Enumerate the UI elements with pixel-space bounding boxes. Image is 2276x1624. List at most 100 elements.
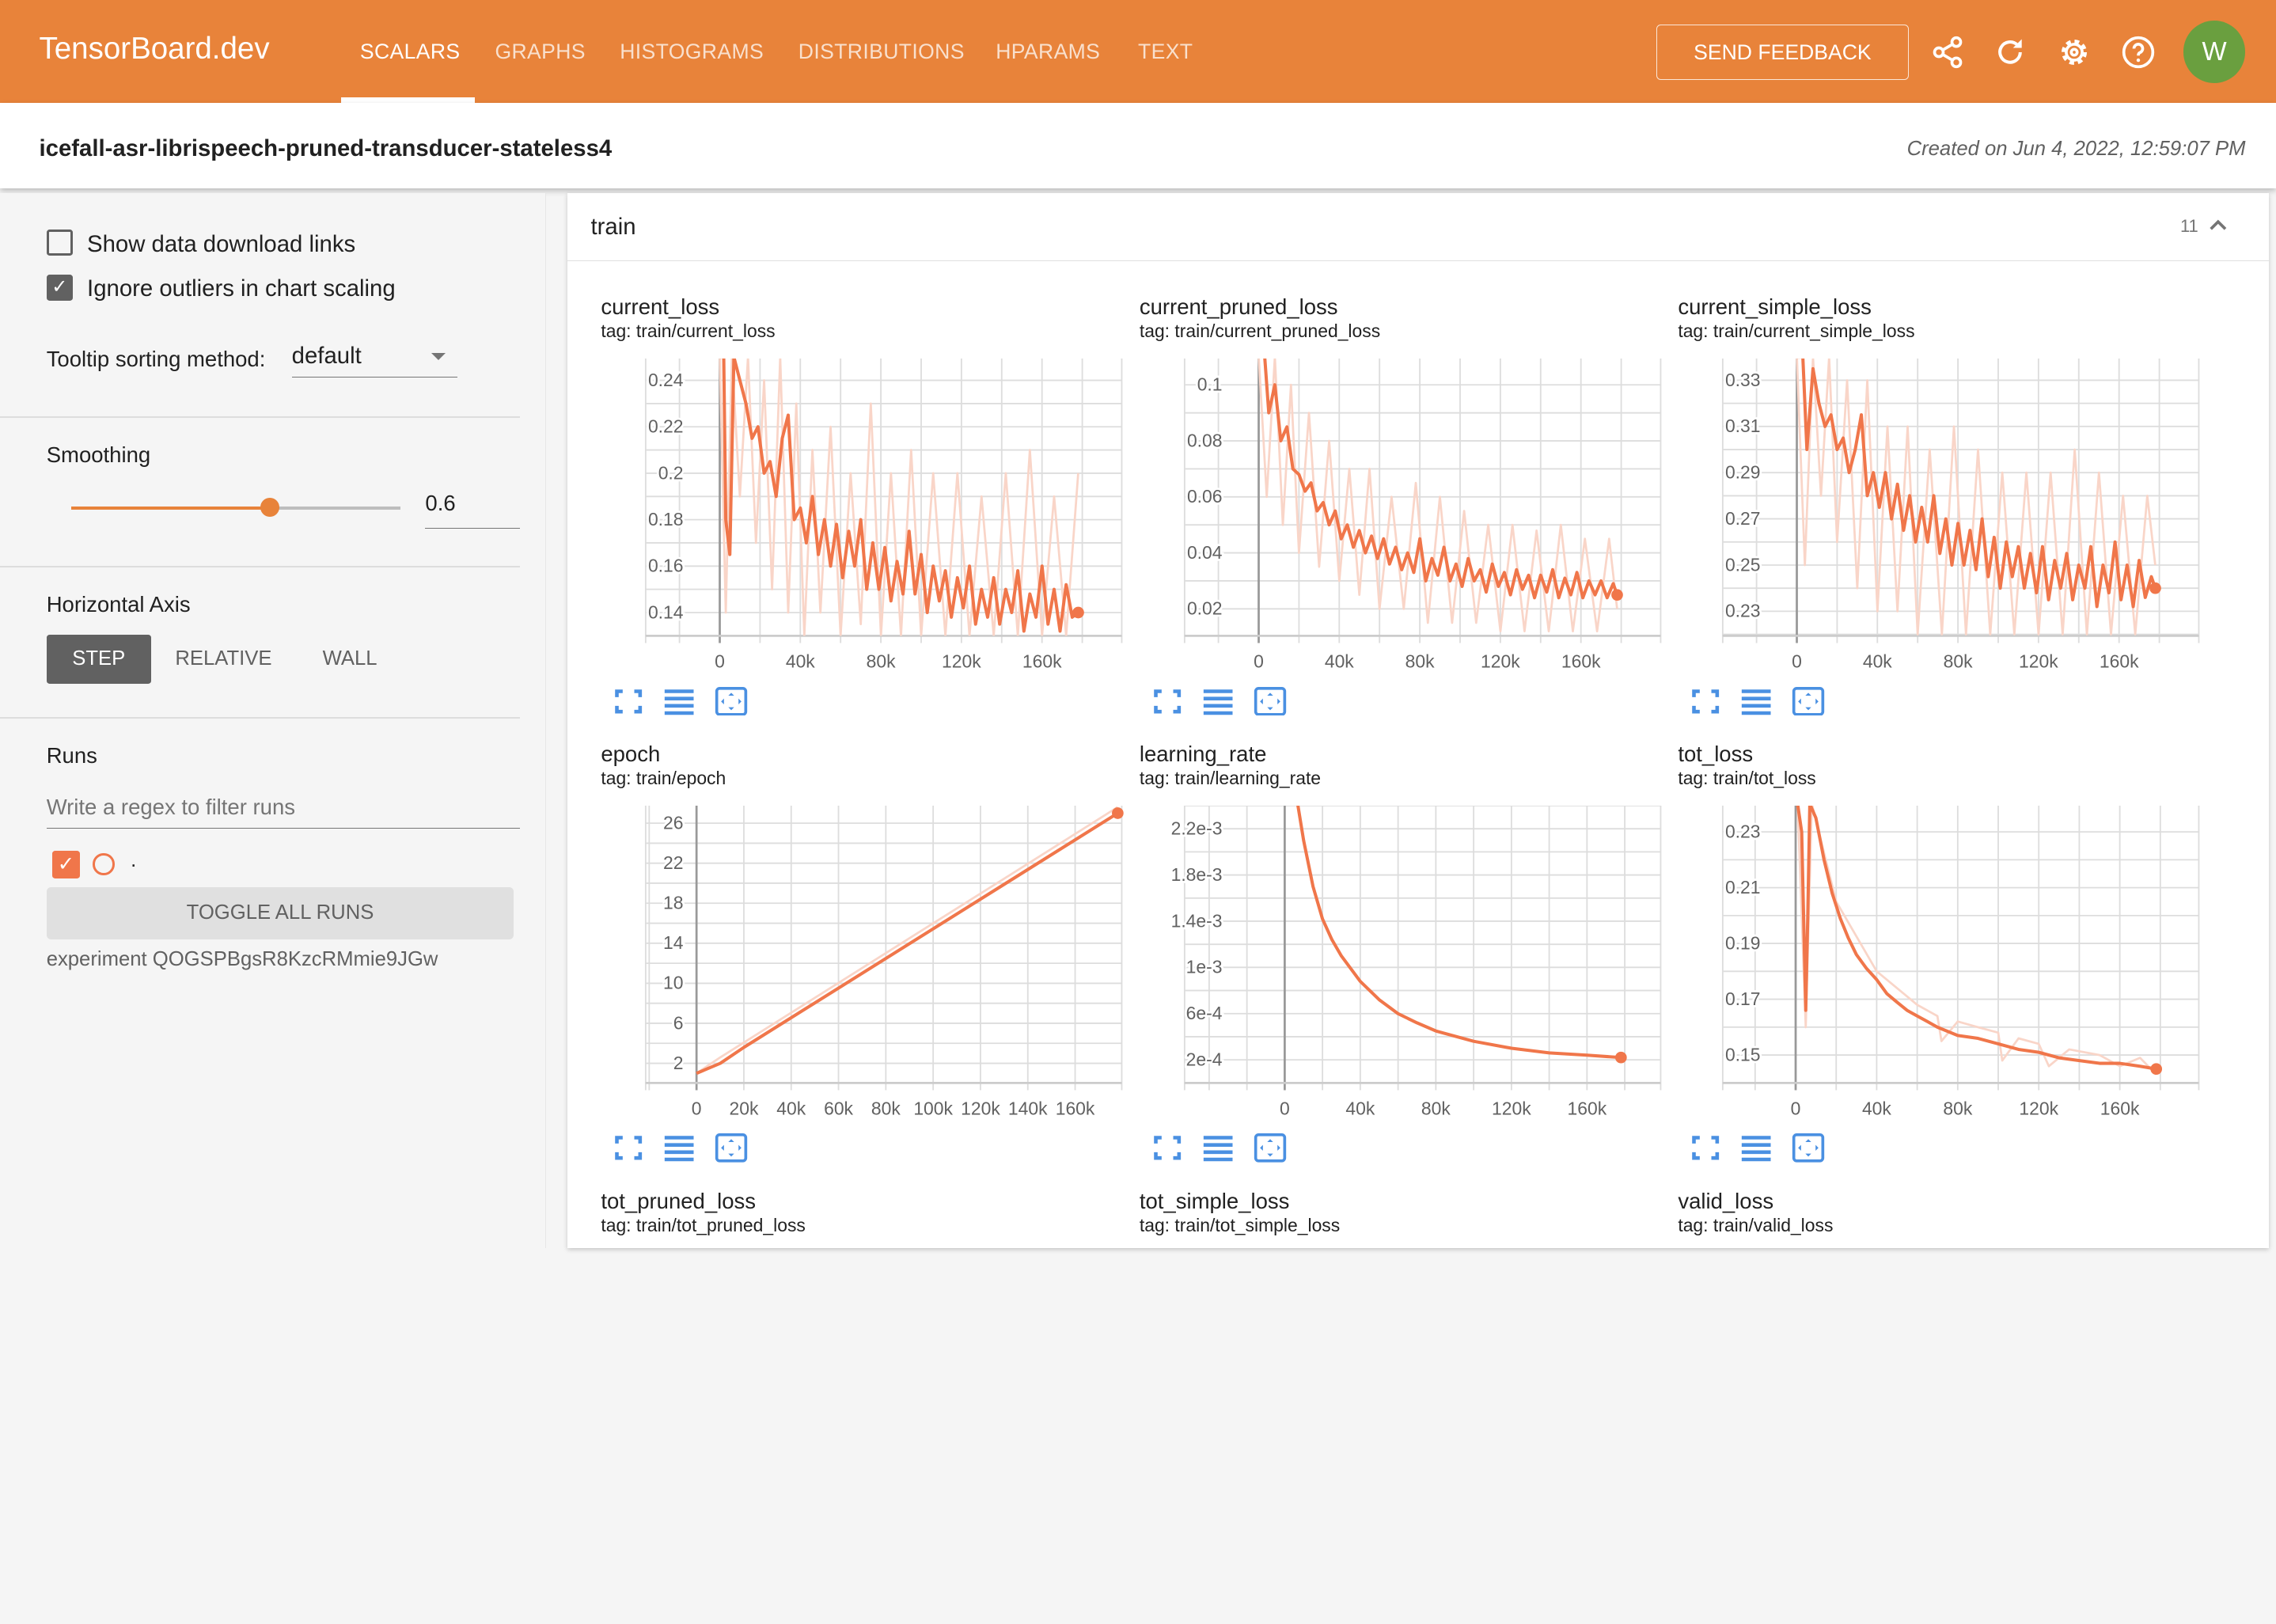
show-download-links-checkbox[interactable] [46, 229, 73, 256]
ignore-outliers-label[interactable]: Ignore outliers in chart scaling [87, 275, 396, 302]
chart-tag: tag: train/tot_loss [1678, 768, 1816, 789]
toggle-log-scale-icon[interactable] [1740, 1133, 1772, 1163]
smoothed-series-line [696, 811, 1119, 1076]
x-tick-label: 40k [786, 651, 815, 672]
y-tick-label: 0.19 [1725, 932, 1761, 953]
fit-domain-icon[interactable] [1791, 1133, 1826, 1163]
fit-domain-icon[interactable] [714, 1133, 749, 1163]
x-tick-label: 0 [692, 1098, 702, 1119]
chart-card-valid-loss: valid_loss tag: train/valid_loss [1678, 1189, 2216, 1624]
line-chart[interactable]: 0.23 0.25 0.27 0.29 0.31 0.33 0 40k 80k 120k 160k [1678, 359, 2200, 687]
chart-tag: tag: train/tot_pruned_loss [601, 1215, 806, 1236]
share-icon[interactable] [1930, 35, 1965, 70]
run-checkbox[interactable]: ✓ [52, 850, 80, 878]
chart-toolbar [1151, 686, 1288, 716]
axis-step-button[interactable]: STEP [46, 634, 151, 684]
smoothed-series-line [719, 359, 1080, 633]
y-tick-label: 22 [663, 852, 683, 873]
avatar[interactable]: W [2183, 20, 2246, 83]
slider-handle[interactable] [260, 498, 279, 517]
x-tick-label: 140k [1008, 1098, 1048, 1119]
line-chart[interactable]: 0.15 0.17 0.19 0.21 0.23 0 40k 80k 120k 160k [1678, 805, 2200, 1134]
x-tick-label: 80k [867, 651, 896, 672]
smoothed-series-line [1263, 359, 1619, 600]
y-tick-label: 0.22 [648, 416, 684, 437]
line-chart[interactable]: 0.02 0.04 0.06 0.08 0.1 0 40k 80k 120k 160k [1140, 359, 1662, 687]
tab-distributions[interactable]: DISTRIBUTIONS [798, 39, 965, 63]
chart-title: epoch [601, 742, 661, 767]
line-chart[interactable]: 0.14 0.16 0.18 0.2 0.22 0.24 0 40k 80k 120k 160k [601, 359, 1123, 687]
sidebar: Show data download links ✓ Ignore outlie… [0, 192, 546, 1249]
toggle-log-scale-icon[interactable] [663, 687, 695, 716]
chart-tag: tag: train/current_simple_loss [1678, 321, 1915, 342]
fit-domain-icon[interactable] [1253, 686, 1288, 716]
line-chart[interactable]: 2e-4 6e-4 1e-3 1.4e-3 1.8e-3 2.2e-3 0 40k 80k 120… [1140, 805, 1662, 1134]
app-logo[interactable]: TensorBoard.dev [39, 32, 270, 66]
tab-graphs[interactable]: GRAPHS [495, 39, 586, 63]
axis-wall-button[interactable]: WALL [322, 647, 377, 670]
run-color-swatch[interactable] [93, 853, 115, 875]
smoothed-series-line [1796, 359, 2157, 609]
ignore-outliers-checkbox[interactable]: ✓ [46, 274, 73, 301]
y-tick-label: 0.23 [1725, 821, 1761, 841]
fullscreen-icon[interactable] [1151, 1133, 1183, 1163]
toggle-log-scale-icon[interactable] [1202, 1133, 1234, 1163]
scalars-panel: train 11 current_loss tag: train/current… [567, 192, 2269, 1249]
fit-domain-icon[interactable] [1791, 686, 1826, 716]
fullscreen-icon[interactable] [1690, 687, 1721, 716]
axis-relative-button[interactable]: RELATIVE [175, 647, 272, 670]
smoothed-series-line [1796, 805, 2157, 1071]
fit-domain-icon[interactable] [1253, 1133, 1288, 1163]
y-tick-label: 1.8e-3 [1170, 864, 1222, 885]
tooltip-sorting-select[interactable]: default [291, 332, 457, 378]
x-tick-label: 80k [1421, 1098, 1451, 1119]
x-tick-label: 80k [1944, 651, 1973, 672]
tag-group-header[interactable]: train 11 [567, 193, 2269, 262]
smoothing-value-input[interactable]: 0.6 [425, 491, 520, 529]
y-tick-label: 0.33 [1725, 370, 1761, 390]
series-end-point [2149, 582, 2162, 594]
run-filter-input[interactable] [46, 787, 520, 829]
toggle-log-scale-icon[interactable] [1202, 687, 1234, 716]
slider-fill [70, 507, 269, 510]
fit-domain-icon[interactable] [714, 686, 749, 716]
x-tick-label: 80k [1405, 651, 1434, 672]
tab-scalars[interactable]: SCALARS [359, 39, 461, 63]
settings-icon[interactable] [2057, 35, 2092, 70]
chart-toolbar [613, 686, 749, 716]
collapse-chevron-icon[interactable] [2208, 214, 2229, 235]
toggle-all-runs-button[interactable]: TOGGLE ALL RUNS [46, 886, 514, 939]
x-tick-label: 0 [715, 651, 725, 672]
show-download-links-label[interactable]: Show data download links [87, 230, 356, 257]
x-tick-label: 0 [1791, 1098, 1801, 1119]
y-tick-label: 0.2 [658, 462, 684, 483]
fullscreen-icon[interactable] [613, 1133, 644, 1163]
fullscreen-icon[interactable] [1690, 1133, 1721, 1163]
refresh-icon[interactable] [1993, 35, 2028, 70]
x-tick-label: 40k [1345, 1098, 1375, 1119]
toggle-log-scale-icon[interactable] [1740, 687, 1772, 716]
chart-title: current_pruned_loss [1139, 294, 1338, 320]
chart-toolbar [1151, 1133, 1288, 1163]
y-tick-label: 10 [663, 973, 683, 993]
smoothing-slider[interactable] [70, 498, 401, 517]
chart-tag: tag: train/epoch [601, 768, 726, 789]
y-tick-label: 0.17 [1725, 988, 1761, 1009]
y-tick-label: 6e-4 [1186, 1003, 1223, 1023]
x-tick-label: 80k [871, 1098, 901, 1119]
fullscreen-icon[interactable] [613, 687, 644, 716]
toggle-log-scale-icon[interactable] [663, 1133, 695, 1163]
y-tick-label: 2.2e-3 [1170, 818, 1222, 838]
help-icon[interactable] [2121, 35, 2156, 70]
divider [0, 416, 520, 419]
raw-series-line [1796, 805, 2158, 1076]
tab-hparams[interactable]: HPARAMS [996, 39, 1101, 63]
send-feedback-button[interactable]: SEND FEEDBACK [1656, 25, 1909, 80]
y-tick-label: 0.16 [648, 556, 684, 576]
tab-text[interactable]: TEXT [1138, 39, 1193, 63]
top-app-bar: TensorBoard.dev SCALARS GRAPHS HISTOGRAM… [0, 0, 2276, 104]
group-name: train [590, 213, 636, 240]
fullscreen-icon[interactable] [1151, 687, 1183, 716]
tab-histograms[interactable]: HISTOGRAMS [620, 39, 764, 63]
